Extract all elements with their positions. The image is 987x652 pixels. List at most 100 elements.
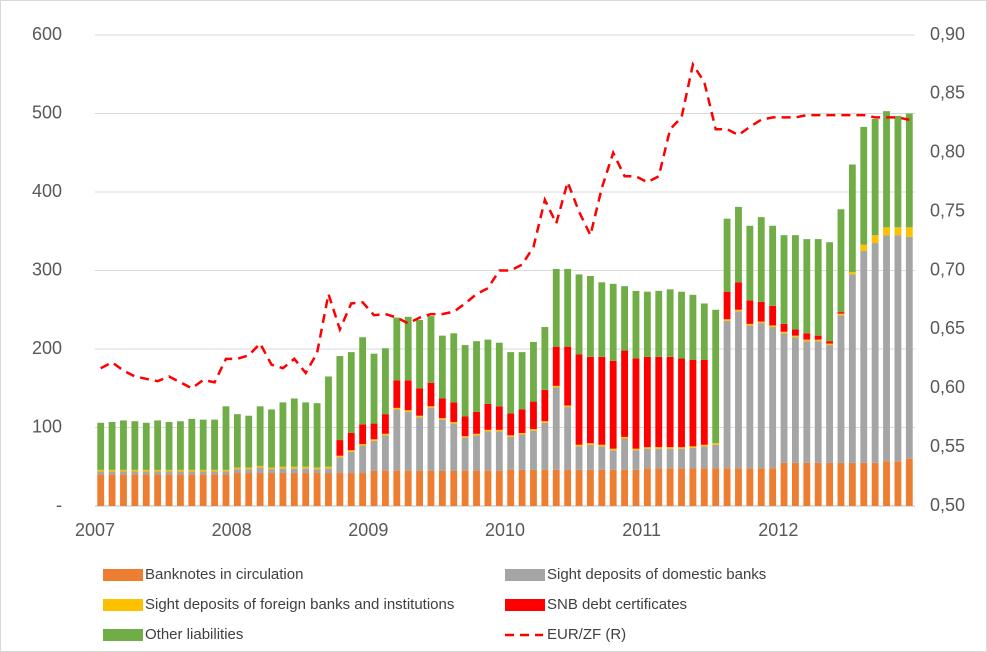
bar-segment bbox=[131, 471, 139, 475]
bar-segment bbox=[370, 439, 378, 441]
bar-segment bbox=[97, 469, 105, 472]
bar-segment bbox=[495, 431, 503, 471]
bar-segment bbox=[393, 317, 401, 381]
bar-segment bbox=[848, 272, 856, 275]
bar-segment bbox=[165, 469, 173, 472]
bar-segment bbox=[222, 469, 230, 472]
y2-tick-label: 0,90 bbox=[930, 24, 965, 44]
bar-segment bbox=[792, 329, 799, 336]
bar-segment bbox=[461, 345, 469, 417]
bar-segment bbox=[97, 422, 105, 470]
bar-segment bbox=[336, 356, 344, 441]
bar-segment bbox=[165, 471, 173, 475]
bar-segment bbox=[541, 389, 549, 422]
bar-segment bbox=[826, 242, 833, 342]
y2-tick-label: 0,55 bbox=[930, 436, 965, 456]
bar-segment bbox=[461, 436, 469, 438]
bar-segment bbox=[757, 323, 765, 469]
bar-segment bbox=[655, 447, 663, 449]
bar-segment bbox=[894, 115, 902, 228]
legend-swatch bbox=[103, 569, 143, 581]
bar-segment bbox=[108, 469, 116, 472]
bar-segment bbox=[803, 333, 811, 340]
bar-segment bbox=[188, 474, 196, 506]
bar-segment bbox=[826, 343, 833, 346]
bar-segment bbox=[450, 333, 458, 403]
bar-segment bbox=[814, 341, 822, 463]
bar-segment bbox=[473, 411, 480, 434]
legend-label: Sight deposits of domestic banks bbox=[547, 566, 766, 583]
bar-segment bbox=[290, 466, 298, 469]
bar-segment bbox=[177, 471, 184, 475]
bar-segment bbox=[564, 346, 572, 406]
bar-segment bbox=[587, 469, 594, 506]
bar-segment bbox=[837, 313, 845, 316]
bar-segment bbox=[370, 440, 378, 471]
bar-segment bbox=[484, 339, 492, 404]
bar-segment bbox=[598, 444, 606, 447]
bar-segment bbox=[347, 450, 355, 452]
bar-segment bbox=[370, 423, 378, 440]
bar-segment bbox=[279, 466, 287, 469]
bar-segment bbox=[689, 294, 697, 360]
bar-segment bbox=[347, 451, 355, 474]
bar-segment bbox=[233, 469, 241, 474]
bar-segment bbox=[678, 447, 685, 449]
bar-segment bbox=[666, 447, 674, 449]
bar-segment bbox=[871, 462, 879, 506]
bar-segment bbox=[507, 413, 515, 436]
bar-segment bbox=[860, 244, 868, 251]
bar-segment bbox=[769, 327, 777, 469]
y2-tick-label: 0,50 bbox=[930, 495, 965, 515]
bar-segment bbox=[723, 291, 731, 320]
bar-segment bbox=[222, 406, 230, 470]
bar-segment bbox=[621, 469, 628, 506]
bar-segment bbox=[108, 474, 116, 506]
legend-swatch bbox=[103, 599, 143, 611]
bar-segment bbox=[757, 321, 765, 324]
bar-segment bbox=[780, 462, 788, 506]
bar-segment bbox=[233, 467, 241, 470]
bar-segment bbox=[552, 346, 560, 386]
legend-label: Other liabilities bbox=[145, 626, 243, 643]
bar-segment bbox=[438, 470, 446, 506]
y2-tick-label: 0,85 bbox=[930, 83, 965, 103]
bar-segment bbox=[120, 469, 127, 472]
bar-segment bbox=[518, 409, 526, 433]
bar-segment bbox=[177, 469, 184, 472]
bar-segment bbox=[336, 457, 344, 474]
bar-segment bbox=[587, 356, 594, 444]
bar-segment bbox=[837, 312, 845, 314]
bar-segment bbox=[837, 462, 845, 506]
bar-segment bbox=[598, 282, 606, 357]
bar-segment bbox=[359, 443, 367, 446]
bar-segment bbox=[211, 474, 218, 506]
bar-segment bbox=[347, 352, 355, 433]
bar-segment bbox=[609, 450, 617, 470]
bar-segment bbox=[495, 342, 503, 407]
bar-segment bbox=[575, 469, 583, 506]
bar-segment bbox=[336, 473, 344, 506]
bar-segment bbox=[894, 227, 902, 236]
bar-segment bbox=[518, 434, 526, 470]
bar-segment bbox=[883, 111, 890, 228]
bar-segment bbox=[142, 471, 150, 475]
bar-segment bbox=[712, 309, 720, 444]
y2-tick-label: 0,70 bbox=[930, 259, 965, 279]
bar-segment bbox=[700, 468, 708, 506]
bar-segment bbox=[290, 398, 298, 467]
bar-segment bbox=[336, 455, 344, 458]
bar-segment bbox=[188, 418, 196, 470]
bar-segment bbox=[655, 290, 663, 357]
bar-segment bbox=[757, 217, 765, 302]
bar-segment bbox=[97, 471, 105, 475]
bar-segment bbox=[131, 469, 139, 472]
bar-segment bbox=[302, 473, 310, 506]
bar-segment bbox=[290, 468, 298, 474]
bar-segment bbox=[154, 471, 162, 475]
bar-segment bbox=[621, 436, 628, 439]
bar-segment bbox=[655, 468, 663, 506]
bar-segment bbox=[233, 414, 241, 468]
bar-segment bbox=[256, 467, 264, 474]
